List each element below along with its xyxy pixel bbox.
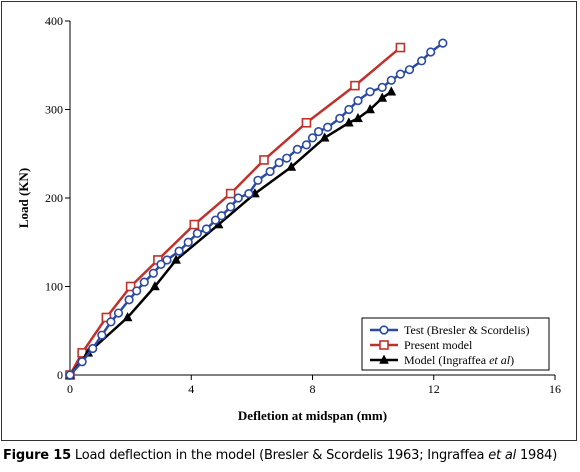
data-point-square <box>259 155 269 165</box>
data-point-triangle <box>122 311 133 322</box>
data-point-circle <box>404 65 415 75</box>
data-point-square <box>189 219 200 230</box>
data-point-circle <box>417 56 427 66</box>
x-tick-label: 8 <box>310 382 316 396</box>
data-point-circle <box>244 188 254 199</box>
y-axis-title: Load (KN) <box>16 168 31 228</box>
data-point-circle <box>139 277 149 287</box>
legend-item-test: Test (Bresler & Scordelis) <box>370 323 529 337</box>
data-point-square <box>395 42 406 53</box>
series-model-ingraffea <box>65 86 397 379</box>
x-tick-label: 16 <box>549 382 561 396</box>
legend-item-present-model: Present model <box>370 338 473 352</box>
data-point-circle <box>216 211 227 221</box>
x-axis-title: Defletion at midspan (mm) <box>238 408 387 423</box>
legend-item-model-ingraffea: Model (Ingraffea et al) <box>370 353 514 367</box>
legend-label: Model (Ingraffea et al) <box>404 353 514 367</box>
y-tick-label: 0 <box>57 368 63 382</box>
data-point-circle <box>132 286 142 296</box>
data-point-circle <box>292 144 302 154</box>
data-point-circle <box>282 153 292 163</box>
data-point-circle <box>113 308 124 318</box>
data-point-circle <box>379 325 389 335</box>
data-point-circle <box>386 75 396 85</box>
data-point-circle <box>438 38 448 48</box>
data-point-square <box>225 188 236 199</box>
data-point-circle <box>377 82 387 92</box>
chart-frame: 0 4 8 12 16 0 100 200 300 400 Defletion at midspan… <box>1 1 577 441</box>
x-tick-label: 0 <box>67 382 73 396</box>
legend-label-italic: et al <box>489 353 511 367</box>
legend-label-part: Model (Ingraffea <box>404 353 489 367</box>
axes: 0 4 8 12 16 0 100 200 300 400 Defletion at midspan… <box>16 14 561 423</box>
data-point-circle <box>88 343 98 354</box>
x-tick-label: 12 <box>428 382 440 396</box>
data-point-triangle <box>353 112 363 123</box>
data-point-circle <box>313 127 324 137</box>
series-present-model <box>65 42 406 380</box>
data-point-circle <box>395 69 406 79</box>
x-tick-label: 4 <box>188 382 194 396</box>
data-point-circle <box>201 224 212 234</box>
data-point-circle <box>156 259 166 269</box>
series-line <box>69 90 393 376</box>
data-point-triangle <box>386 86 397 96</box>
data-point-circle <box>174 246 184 256</box>
data-point-circle <box>106 317 116 327</box>
load-deflection-chart: 0 4 8 12 16 0 100 200 300 400 Defletion at midspan… <box>16 14 561 423</box>
legend-label: Present model <box>404 338 473 352</box>
data-point-circle <box>323 122 333 132</box>
y-tick-label: 100 <box>45 280 63 294</box>
data-point-circle <box>301 140 312 150</box>
series-test <box>65 38 448 380</box>
data-point-circle <box>253 175 263 185</box>
data-point-square <box>301 117 312 128</box>
data-point-triangle <box>343 117 354 127</box>
data-point-square <box>125 281 136 292</box>
data-point-triangle <box>379 354 389 364</box>
data-point-circle <box>124 295 134 305</box>
data-point-square <box>350 80 360 91</box>
legend: Test (Bresler & Scordelis)Present modelM… <box>361 317 550 371</box>
data-point-circle <box>192 228 202 238</box>
data-point-circle <box>226 202 236 212</box>
data-point-triangle <box>286 161 297 171</box>
data-point-triangle <box>149 280 160 291</box>
figure-caption: Figure 15 Load deflection in the model (… <box>3 448 557 463</box>
data-point-circle <box>265 166 275 177</box>
data-point-circle <box>365 87 375 97</box>
data-point-circle <box>183 237 193 247</box>
data-point-circle <box>344 104 354 115</box>
data-point-circle <box>65 370 75 380</box>
legend-label-part: ) <box>510 353 514 367</box>
caption-text-italic: et al <box>488 448 517 463</box>
data-point-circle <box>426 47 436 57</box>
data-point-circle <box>210 215 221 225</box>
data-point-square <box>379 340 389 350</box>
data-point-circle <box>307 133 318 143</box>
y-tick-label: 400 <box>45 14 63 28</box>
data-point-circle <box>148 268 158 278</box>
series-layer <box>65 38 448 380</box>
data-point-circle <box>274 158 284 168</box>
legend-label: Test (Bresler & Scordelis) <box>404 323 529 337</box>
y-tick-label: 200 <box>45 191 63 205</box>
data-point-circle <box>335 113 345 123</box>
data-point-circle <box>97 330 107 340</box>
data-point-triangle <box>171 254 182 264</box>
data-point-triangle <box>365 103 376 114</box>
data-point-circle <box>353 96 363 106</box>
data-point-triangle <box>377 92 388 102</box>
y-tick-label: 300 <box>45 103 63 117</box>
data-point-circle <box>162 255 172 265</box>
figure-label: Figure 15 <box>3 448 71 463</box>
data-point-triangle <box>319 132 330 142</box>
caption-text-1: Load deflection in the model (Bresler & … <box>74 448 489 463</box>
data-point-circle <box>233 193 243 203</box>
caption-text-2: 1984) <box>516 448 558 463</box>
data-point-circle <box>77 357 87 367</box>
